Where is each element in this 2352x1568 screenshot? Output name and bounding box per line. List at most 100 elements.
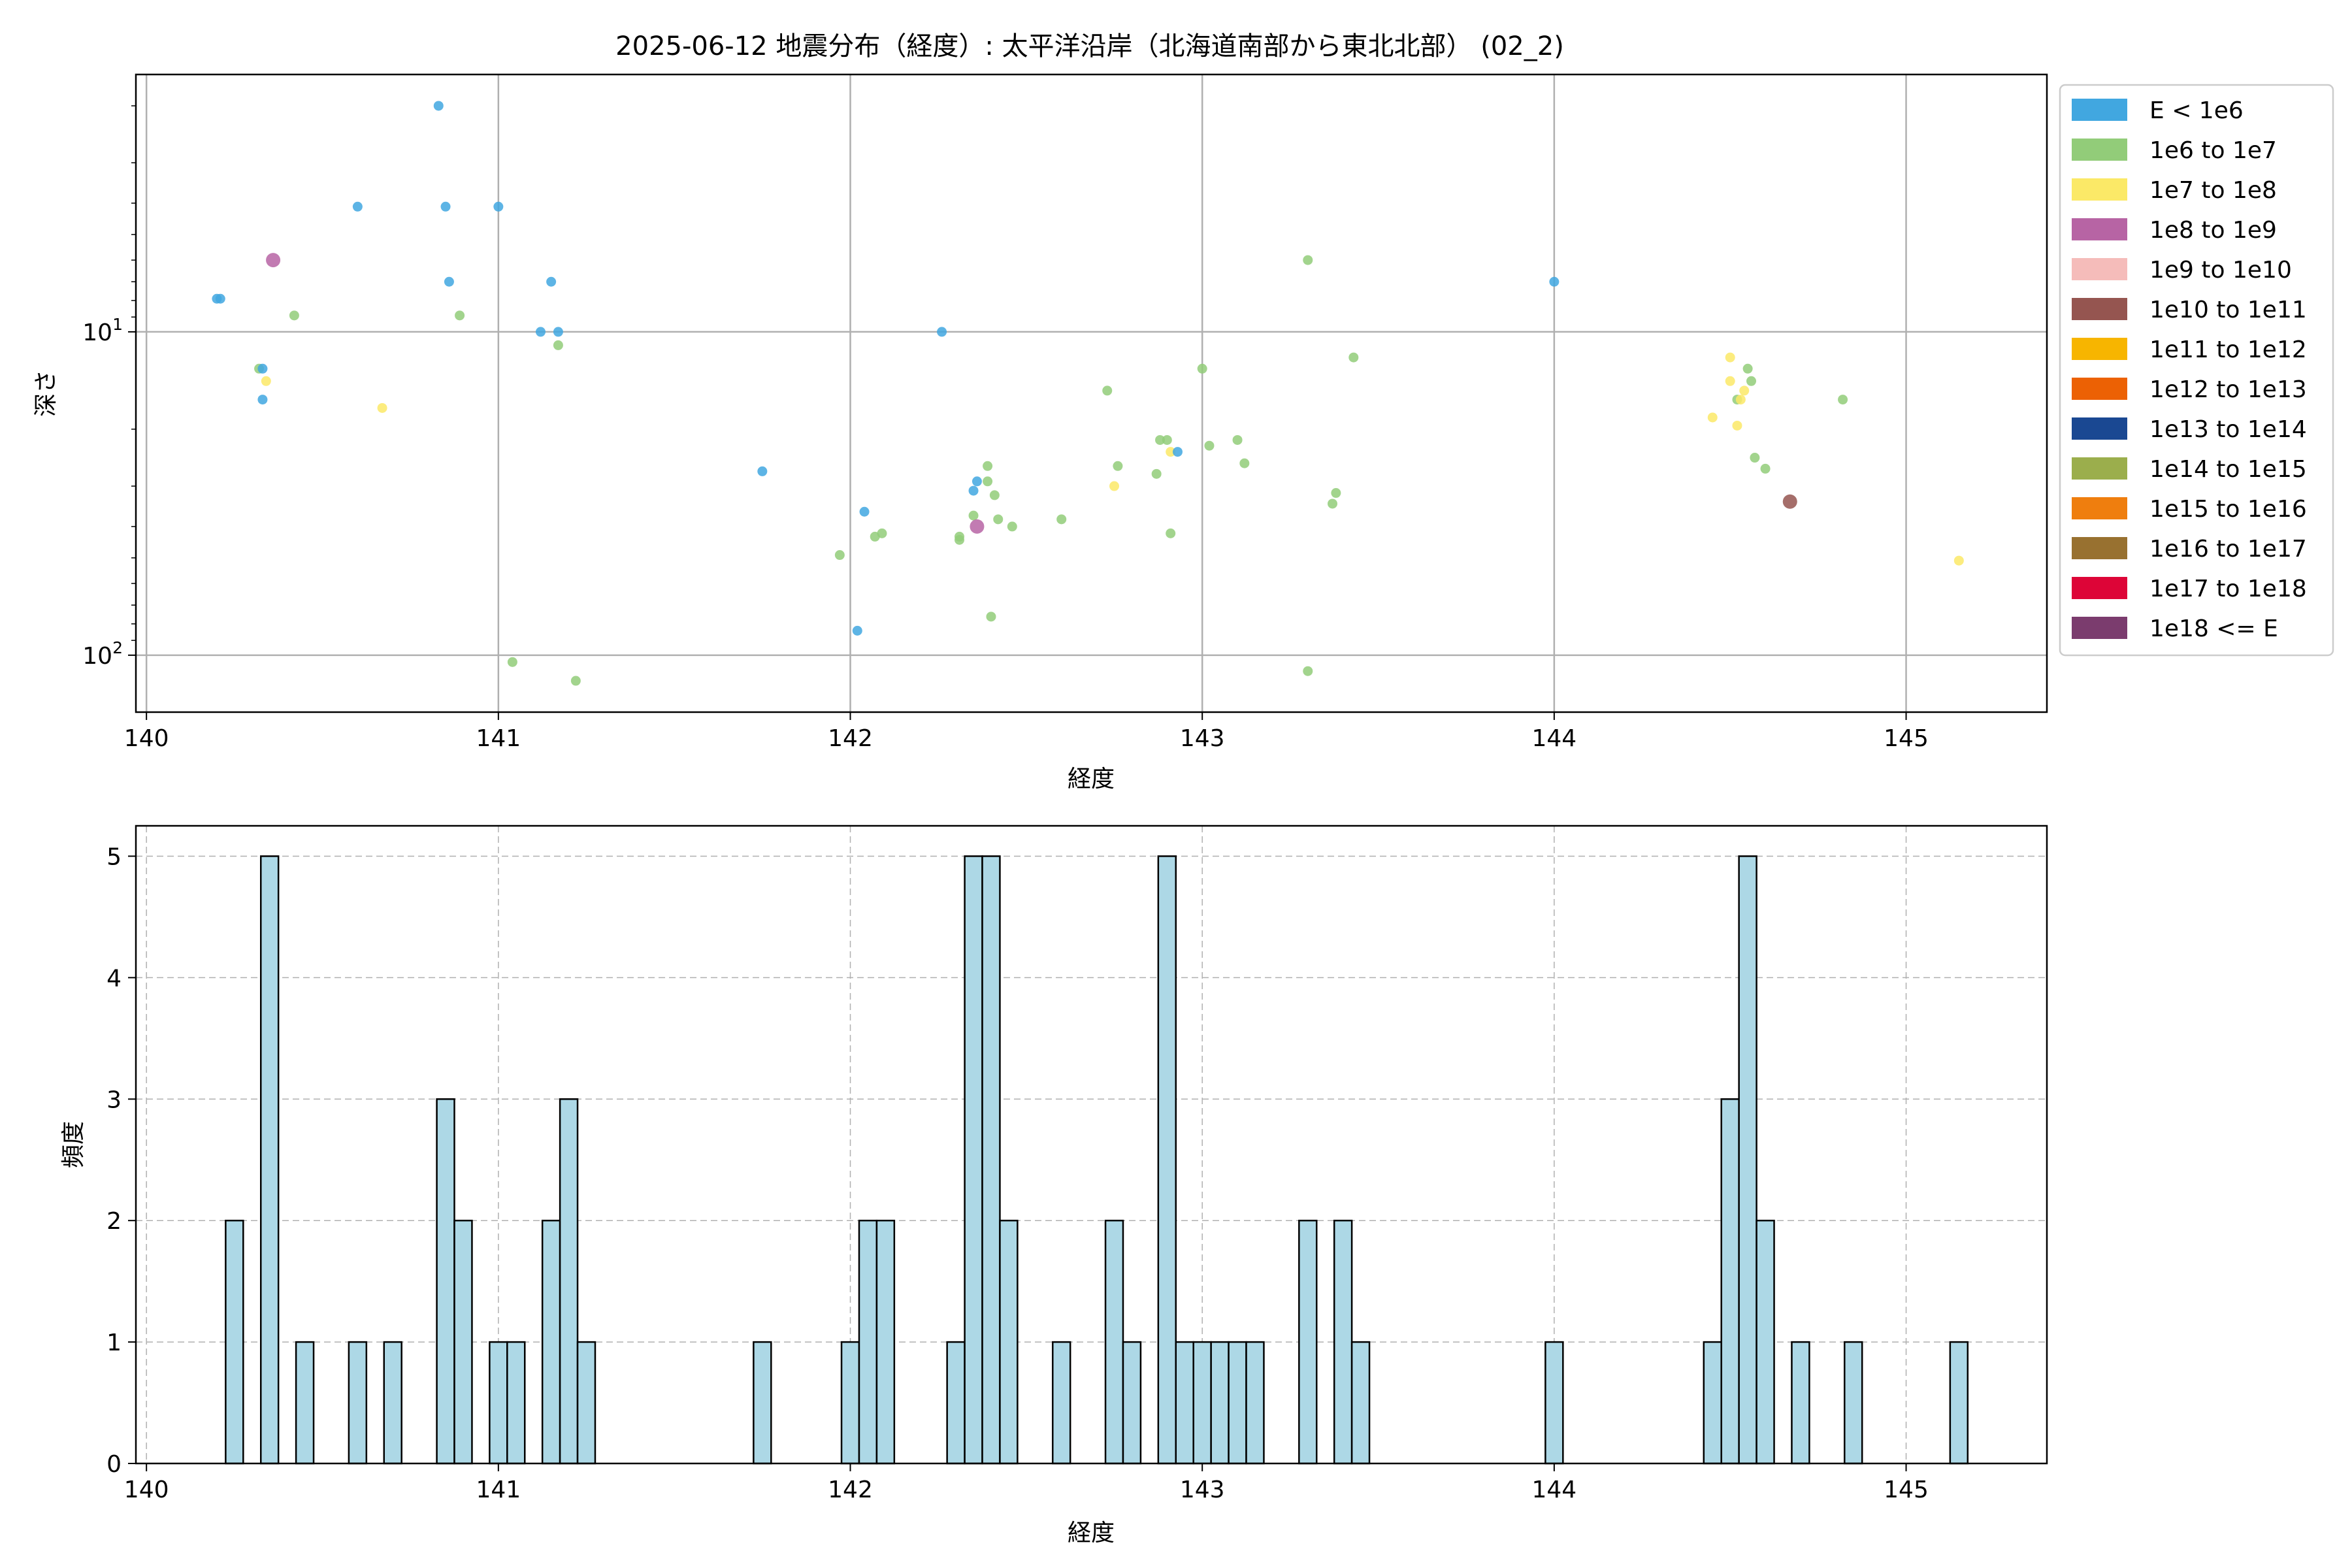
scatter-point (1742, 363, 1753, 374)
histogram-bar (1175, 1341, 1194, 1465)
legend-label: E < 1e6 (2149, 97, 2244, 124)
scatter-point (444, 276, 454, 287)
legend-frame (2059, 84, 2334, 657)
legend-label: 1e13 to 1e14 (2149, 416, 2307, 443)
histogram-bar (1544, 1341, 1564, 1465)
scatter-point (1151, 468, 1162, 479)
scatter-point (1303, 666, 1313, 676)
histogram-x-tick-label: 145 (1884, 1477, 1929, 1503)
histogram-bar (453, 1219, 473, 1465)
histogram-y-tick-label: 3 (106, 1086, 122, 1113)
histogram-bar (489, 1341, 508, 1465)
scatter-point (1327, 498, 1337, 509)
scatter-point (859, 506, 870, 517)
legend-label: 1e7 to 1e8 (2149, 177, 2277, 204)
histogram-bar (1245, 1341, 1265, 1465)
scatter-point (993, 514, 1004, 525)
histogram-bar (753, 1341, 772, 1465)
histogram-bar (1228, 1341, 1247, 1465)
histogram-bar (1051, 1341, 1071, 1465)
histogram-y-tick-label: 4 (106, 965, 122, 992)
scatter-x-tick-label: 143 (1180, 725, 1225, 752)
histogram-x-tick-label: 140 (124, 1477, 169, 1503)
scatter-grid (136, 74, 2047, 712)
histogram-bar (1703, 1341, 1722, 1465)
scatter-plot: 140 141 142 143 144 145 101 102 経度 深さ (33, 73, 2048, 792)
legend-swatch (2072, 218, 2127, 240)
histogram-x-tick-label: 142 (828, 1477, 873, 1503)
histogram-y-axis-label: 頻度 (60, 1121, 87, 1168)
scatter-point (1007, 521, 1017, 532)
legend-swatch (2072, 258, 2127, 280)
scatter-point (433, 101, 444, 111)
histogram-bar (559, 1098, 579, 1465)
scatter-point (989, 490, 1000, 500)
scatter-point (440, 201, 451, 212)
legend-swatch (2072, 537, 2127, 559)
scatter-point (1102, 385, 1113, 396)
histogram-bar (541, 1219, 561, 1465)
scatter-point (1162, 434, 1172, 445)
histogram-x-tick-label: 144 (1531, 1477, 1576, 1503)
histogram-bar (1791, 1341, 1810, 1465)
scatter-point (1056, 514, 1067, 525)
histogram-ticks: 140 141 142 143 144 145 0 1 2 3 4 5 (106, 843, 1929, 1503)
histogram-y-tick-label: 2 (106, 1208, 122, 1235)
legend-swatch (2072, 417, 2127, 440)
histogram-y-tick-label: 1 (106, 1330, 122, 1356)
scatter-plot-frame (135, 73, 2048, 713)
histogram-bar (1844, 1341, 1863, 1465)
scatter-point (1782, 494, 1797, 509)
scatter-point (968, 485, 979, 496)
scatter-point (852, 625, 862, 636)
legend-swatch (2072, 577, 2127, 599)
legend-swatch (2072, 497, 2127, 519)
legend-label: 1e15 to 1e16 (2149, 496, 2307, 523)
scatter-y-tick-label: 101 (82, 315, 123, 346)
scatter-point (289, 310, 299, 321)
scatter-point (954, 534, 964, 545)
scatter-point (507, 657, 517, 667)
scatter-ticks: 140 141 142 143 144 145 101 102 (82, 105, 1929, 752)
scatter-point (1750, 453, 1760, 463)
legend-swatch (2072, 457, 2127, 480)
scatter-point (1172, 447, 1183, 457)
scatter-point (257, 395, 268, 405)
scatter-point (1953, 555, 1964, 566)
scatter-point (1707, 412, 1718, 423)
scatter-point (1204, 440, 1215, 451)
scatter-y-axis-label: 深さ (33, 370, 59, 417)
legend: E < 1e6 1e6 to 1e7 1e7 to 1e8 1e8 to 1e9 1e9… (2059, 84, 2334, 657)
histogram-bar (1104, 1219, 1124, 1465)
scatter-point (972, 476, 982, 487)
scatter-point (1735, 395, 1746, 405)
histogram-bar (1298, 1219, 1318, 1465)
histogram-bar (964, 855, 983, 1465)
legend-swatch (2072, 178, 2127, 201)
histogram-bar (1756, 1219, 1775, 1465)
scatter-point (1331, 488, 1341, 498)
legend-swatch (2072, 298, 2127, 320)
histogram-bar (295, 1341, 315, 1465)
scatter-point (937, 327, 947, 337)
scatter-point (1549, 276, 1560, 287)
legend-label: 1e10 to 1e11 (2149, 297, 2307, 323)
scatter-point (1725, 376, 1735, 386)
histogram-bar (225, 1219, 244, 1465)
scatter-point (834, 550, 845, 561)
scatter-point (757, 466, 768, 476)
histogram-bar (840, 1341, 860, 1465)
histogram-y-tick-label: 5 (106, 843, 122, 870)
histogram-y-tick-label: 0 (106, 1451, 122, 1478)
scatter-point (1760, 463, 1771, 474)
scatter-point (983, 461, 993, 471)
histogram-plot-frame (135, 825, 2048, 1465)
histogram-bar (1192, 1341, 1212, 1465)
scatter-point (1109, 481, 1120, 491)
scatter-x-tick-label: 141 (476, 725, 521, 752)
scatter-x-tick-label: 140 (124, 725, 169, 752)
legend-label: 1e18 <= E (2149, 615, 2278, 642)
scatter-point (215, 293, 225, 304)
histogram-bar (1350, 1341, 1371, 1465)
legend-swatch (2072, 617, 2127, 639)
